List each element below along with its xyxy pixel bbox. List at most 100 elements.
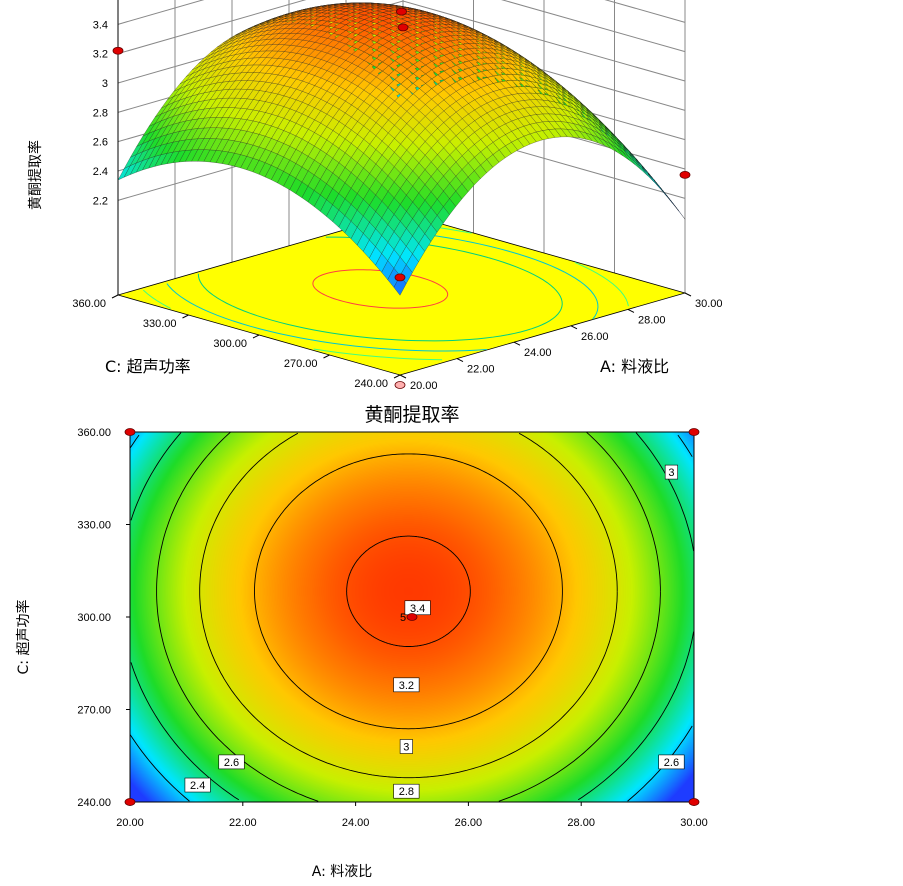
- x-tick-label: 20.00: [410, 380, 438, 392]
- contour-line: [635, 432, 695, 552]
- contour-label-box: [393, 677, 420, 693]
- floor-contour: [313, 348, 443, 361]
- z-tick-label: 3.6: [93, 0, 108, 2]
- contour-design-points: 5: [124, 428, 700, 806]
- contour-x-axis-label: A: 料液比: [312, 864, 373, 880]
- design-point: [406, 613, 418, 621]
- contour-line: [346, 535, 471, 647]
- x-tick-label: 24.00: [524, 347, 552, 359]
- floor-contour: [312, 269, 449, 309]
- center-point-count: 5: [400, 612, 406, 624]
- surface-cell: [635, 162, 648, 177]
- design-point: [124, 428, 136, 436]
- x-tick-label: 20.00: [116, 817, 144, 829]
- contour-line: [129, 434, 140, 449]
- floor-contour: [574, 261, 629, 307]
- contour-label: 3.2: [399, 680, 414, 692]
- z-tick-label: 3.2: [93, 49, 108, 61]
- z-tick-label: 2.8: [93, 107, 108, 119]
- design-point-floor: [394, 381, 406, 389]
- contour-line: [577, 631, 695, 801]
- contour-label: 2.6: [664, 757, 679, 769]
- x-tick-mark: [684, 292, 692, 297]
- z-tick-label: 3: [102, 78, 108, 90]
- surface-tick-labels: 2.2 2.4 2.6 2.8 3 3.2 3.4 3.6 20.00 22.00 24.00 26.…: [72, 0, 722, 392]
- contour-label: 3.4: [410, 603, 425, 615]
- design-point: [688, 428, 700, 436]
- contour-label-box: [658, 754, 685, 770]
- contour-line: [586, 431, 661, 592]
- contour-label-box: [664, 464, 678, 480]
- contour-line: [677, 434, 693, 457]
- design-point: [679, 170, 691, 179]
- x-tick-mark: [627, 308, 635, 313]
- design-point: [396, 7, 407, 16]
- contour-label: 3: [668, 467, 674, 479]
- x-tick-label: 28.00: [638, 314, 666, 326]
- design-point: [124, 798, 136, 806]
- contour-line: [518, 432, 618, 592]
- y-tick-label: 330.00: [77, 520, 111, 532]
- contour-label: 2.6: [224, 757, 239, 769]
- surface-design-points: [112, 7, 691, 389]
- contour-y-axis-label: C: 超声功率: [15, 600, 32, 675]
- z-tick-label: 3.4: [93, 19, 108, 31]
- contour-lines: [129, 431, 695, 802]
- x-tick-label: 30.00: [695, 298, 723, 310]
- y-tick-label: 300.00: [77, 612, 111, 624]
- contour-line: [129, 734, 190, 802]
- y-tick-mark: [252, 334, 260, 339]
- design-point: [688, 798, 700, 806]
- y-tick-mark: [111, 294, 119, 299]
- x-tick-mark: [570, 325, 578, 330]
- surface-cell: [672, 202, 686, 220]
- contour-label: 3: [403, 742, 409, 754]
- x-tick-label: 22.00: [229, 817, 257, 829]
- contour-line: [199, 432, 618, 779]
- contour-label: 2.4: [190, 780, 205, 792]
- contour-line: [130, 662, 240, 801]
- x-tick-label: 28.00: [567, 817, 595, 829]
- z-tick-label: 2.2: [93, 195, 108, 207]
- x-tick-mark: [399, 374, 407, 379]
- floor-contour: [197, 257, 563, 342]
- y-tick-label: 240.00: [354, 378, 388, 390]
- contour-title: 黄酮提取率: [364, 404, 459, 426]
- contour-label-box: [404, 600, 431, 616]
- x-tick-label: 26.00: [581, 331, 609, 343]
- x-tick-mark: [513, 341, 521, 346]
- contour-line: [130, 432, 182, 521]
- floor-contour: [509, 251, 599, 320]
- contour-label-box: [184, 777, 211, 793]
- surface-x-axis-label: A: 料液比: [600, 357, 669, 376]
- contour-line: [156, 431, 319, 802]
- y-tick-mark: [393, 374, 401, 379]
- surface-3d-plot: 2.2 2.4 2.6 2.8 3 3.2 3.4 3.6 20.00 22.00 24.00 26.…: [27, 0, 723, 392]
- design-point: [397, 23, 409, 32]
- y-tick-label: 330.00: [143, 318, 177, 330]
- contour-label-box: [393, 783, 420, 799]
- contour-label: 2.8: [399, 786, 414, 798]
- design-point: [112, 46, 124, 55]
- y-tick-label: 300.00: [213, 338, 247, 350]
- surface-z-axis-label: 黄酮提取率: [27, 140, 44, 210]
- y-tick-label: 270.00: [77, 705, 111, 717]
- x-tick-label: 26.00: [455, 817, 483, 829]
- y-tick-label: 240.00: [77, 797, 111, 809]
- y-tick-label: 360.00: [77, 427, 111, 439]
- x-tick-label: 30.00: [680, 817, 708, 829]
- y-tick-label: 360.00: [72, 298, 106, 310]
- contour-labels: 2.4 2.6 2.6 2.8 3 3 3.2 3.4: [184, 464, 685, 799]
- contour-line: [254, 453, 563, 730]
- surface-mesh: [117, 2, 686, 296]
- floor-contour: [142, 289, 171, 309]
- design-point: [394, 273, 406, 282]
- contour-label-box: [218, 754, 245, 770]
- y-tick-label: 270.00: [284, 358, 318, 370]
- surface-y-axis-label: C: 超声功率: [105, 357, 191, 376]
- x-tick-label: 24.00: [342, 817, 370, 829]
- contour-label-box: [399, 739, 413, 754]
- floor-contour: [166, 283, 488, 352]
- contour-2d-plot: 黄酮提取率 2.4 2.6 2.6 2.8 3 3 3.2 3.4 20.00 22.00 24.…: [15, 404, 708, 880]
